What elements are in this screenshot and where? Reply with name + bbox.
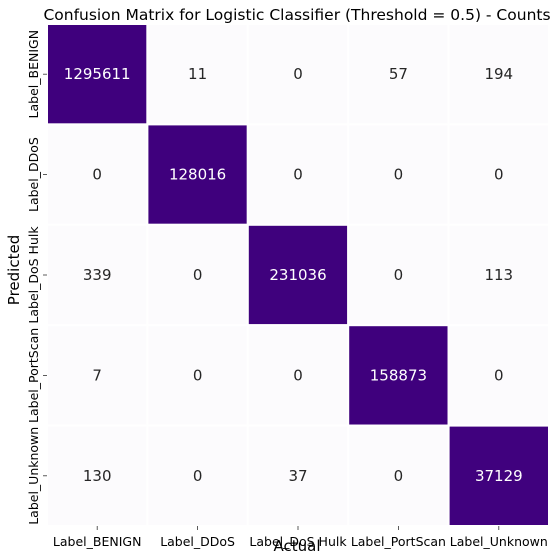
y-axis-label: Predicted [5,235,23,305]
x-tick-label: Label_DDoS [160,534,235,549]
heatmap-cell [246,424,350,528]
cell-value-label: 57 [389,65,408,83]
heatmap-cells: 1295611 11 0 57 194 0 128016 0 0 0 339 0 231036 0 113 7… [46,23,551,528]
cell-value-label: 0 [293,366,303,384]
y-tick-label: Label_DoS Hulk [26,226,41,324]
heatmap-cell [146,23,249,126]
heatmap-cell [246,123,350,226]
cell-value-label: 128016 [169,166,226,184]
cell-value-label: 0 [394,467,404,485]
cell-value-label: 37 [288,467,307,485]
y-tick-labels: Label_BENIGN Label_DDoS Label_DoS Hulk Labe… [26,30,47,525]
x-tick-label: Label_PortScan [351,534,446,549]
cell-value-label: 0 [92,166,102,184]
chart-title: Confusion Matrix for Logistic Classifier… [43,6,550,24]
x-axis-label: Actual [274,537,321,555]
cell-value-label: 231036 [269,266,326,284]
x-tick-label: Label_Unknown [450,534,548,549]
cell-value-label: 0 [494,166,504,184]
cell-value-label: 130 [83,467,112,485]
heatmap-cell [347,324,450,427]
x-tick-label: Label_BENIGN [53,534,142,549]
heatmap-cell [246,23,350,126]
cell-value-label: 7 [92,366,102,384]
cell-value-label: 11 [188,65,207,83]
heatmap-cell [146,324,249,427]
cell-value-label: 158873 [370,366,427,384]
cell-value-label: 194 [484,65,513,83]
x-tick-labels: Label_BENIGN Label_DDoS Label_DoS Hulk Labe… [53,526,548,549]
cell-value-label: 113 [484,266,513,284]
cell-value-label: 0 [394,166,404,184]
cell-value-label: 0 [494,366,504,384]
cell-value-label: 0 [293,166,303,184]
heatmap-cell [347,223,450,327]
x-tick-label: Label_DoS Hulk [249,534,347,549]
heatmap-cell [146,223,249,327]
heatmap-cell [46,424,149,528]
cell-value-label: 0 [193,266,203,284]
cell-value-label: 37129 [475,467,523,485]
cell-value-label: 0 [293,65,303,83]
y-tick-label: Label_Unknown [26,427,41,525]
heatmap-cell [46,23,149,126]
cell-value-label: 339 [83,266,112,284]
cell-value-label: 0 [193,366,203,384]
y-tick-label: Label_DDoS [26,137,41,212]
y-tick-label: Label_PortScan [26,328,41,423]
heatmap-cell [146,424,249,528]
heatmap-cell [447,123,551,226]
cell-value-label: 0 [394,266,404,284]
cell-value-label: 0 [193,467,203,485]
cell-value-label: 1295611 [64,65,131,83]
y-tick-label: Label_BENIGN [26,30,41,119]
heatmap-cell [246,324,350,427]
heatmap-cell [447,324,551,427]
